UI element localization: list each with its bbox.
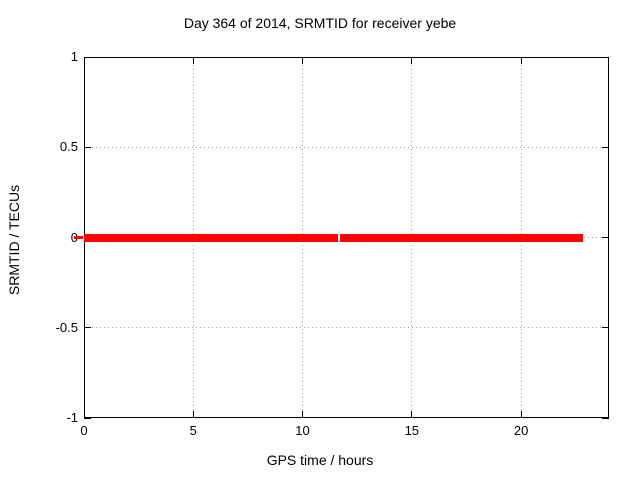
y-tick-right — [601, 237, 609, 238]
y-tick-left — [84, 56, 91, 58]
x-tick-top — [302, 57, 304, 64]
y-tick-left — [84, 417, 91, 419]
x-tick-bottom — [83, 411, 85, 418]
x-tick-label: 15 — [404, 423, 420, 438]
chart-title: Day 364 of 2014, SRMTID for receiver yeb… — [183, 15, 457, 31]
series-line-segment — [340, 233, 583, 242]
x-tick-label: 10 — [295, 423, 310, 438]
x-tick-top — [411, 57, 413, 64]
y-tick-label: 1 — [70, 49, 78, 64]
x-tick-bottom — [411, 411, 413, 418]
y-tick-left — [84, 327, 91, 329]
x-tick-bottom — [520, 411, 522, 418]
y-tick-label: -1 — [66, 410, 78, 425]
series-line-segment — [84, 233, 339, 242]
y-tick-right — [601, 56, 609, 58]
x-tick-label: 20 — [513, 423, 529, 438]
x-tick-label: 5 — [189, 423, 197, 438]
x-tick-bottom — [192, 411, 194, 418]
y-tick-right — [601, 146, 609, 148]
x-tick-top — [83, 57, 85, 64]
x-tick-top — [192, 57, 194, 64]
x-axis-label: GPS time / hours — [266, 452, 374, 468]
series-left-axis-dash — [74, 236, 83, 239]
y-tick-label: 0 — [18, 229, 78, 247]
y-tick-right — [601, 417, 609, 419]
x-tick-top — [520, 57, 522, 64]
x-tick-label: 0 — [80, 423, 88, 438]
y-tick-label: 0.5 — [59, 139, 78, 155]
gridline-y--0.5 — [84, 327, 609, 329]
y-tick-label: -0.5 — [55, 319, 78, 335]
x-tick-bottom — [302, 411, 304, 418]
gridline-y-0.5 — [84, 146, 609, 148]
y-tick-left — [84, 146, 91, 148]
y-tick-right — [601, 327, 609, 329]
